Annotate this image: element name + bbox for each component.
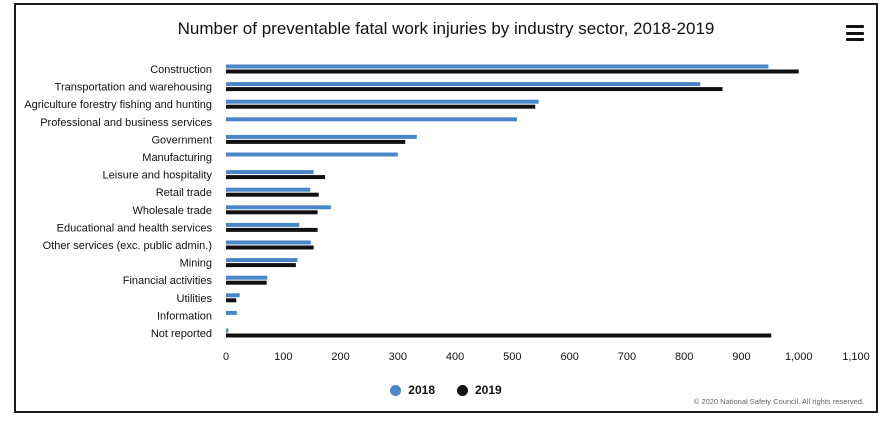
bar-2018-educational-and-health-services[interactable] xyxy=(226,222,300,227)
bar-2018-retail-trade[interactable] xyxy=(226,187,311,192)
x-tick-label-100: 100 xyxy=(274,351,292,363)
bar-2018-manufacturing[interactable] xyxy=(226,152,398,157)
bar-2018-mining[interactable] xyxy=(226,258,298,263)
bar-2019-leisure-and-hospitality[interactable] xyxy=(226,175,326,180)
x-tick-label-800: 800 xyxy=(675,351,693,363)
legend-item-2018[interactable]: 2018 xyxy=(390,383,435,397)
x-tick-label-500: 500 xyxy=(503,351,521,363)
bar-2018-information[interactable] xyxy=(226,310,237,315)
category-label-retail-trade: Retail trade xyxy=(156,187,212,199)
bar-2019-financial-activities[interactable] xyxy=(226,280,267,285)
x-tick-label-700: 700 xyxy=(618,351,636,363)
bar-2019-other-services-exc-public-admin[interactable] xyxy=(226,245,314,250)
credit-text: © 2020 National Safety Council. All righ… xyxy=(693,397,864,406)
x-tick-label-600: 600 xyxy=(560,351,578,363)
legend-label-2019: 2019 xyxy=(475,383,502,397)
legend: 2018 2019 xyxy=(16,383,876,397)
bar-2018-construction[interactable] xyxy=(226,64,769,69)
category-label-utilities: Utilities xyxy=(177,293,213,305)
bar-2019-mining[interactable] xyxy=(226,263,296,268)
bar-2018-government[interactable] xyxy=(226,134,417,139)
bar-2018-transportation-and-warehousing[interactable] xyxy=(226,82,701,87)
menu-line xyxy=(846,38,864,41)
category-label-government: Government xyxy=(151,134,212,146)
category-label-other-services-exc-public-admin: Other services (exc. public admin.) xyxy=(43,240,212,252)
category-label-agriculture-forestry-fishing-and-hunting: Agriculture forestry fishing and hunting xyxy=(24,99,212,111)
bar-2019-transportation-and-warehousing[interactable] xyxy=(226,87,723,92)
bar-2018-wholesale-trade[interactable] xyxy=(226,205,331,210)
bar-2019-retail-trade[interactable] xyxy=(226,192,319,197)
bar-2018-not-reported[interactable] xyxy=(226,328,229,333)
category-label-construction: Construction xyxy=(150,64,212,76)
category-label-professional-and-business-services: Professional and business services xyxy=(40,117,212,129)
legend-marker-2018 xyxy=(390,384,402,396)
bar-2018-agriculture-forestry-fishing-and-hunting[interactable] xyxy=(226,99,539,104)
chart-title: Number of preventable fatal work injurie… xyxy=(177,19,715,38)
bar-2019-government[interactable] xyxy=(226,139,406,144)
bar-2019-educational-and-health-services[interactable] xyxy=(226,227,318,232)
category-label-mining: Mining xyxy=(180,258,212,270)
bar-2019-wholesale-trade[interactable] xyxy=(226,210,318,215)
bar-2018-utilities[interactable] xyxy=(226,293,240,298)
bar-2018-financial-activities[interactable] xyxy=(226,275,268,280)
bar-2019-not-reported[interactable] xyxy=(226,333,772,338)
category-label-transportation-and-warehousing: Transportation and warehousing xyxy=(55,82,212,94)
bar-2019-agriculture-forestry-fishing-and-hunting[interactable] xyxy=(226,104,536,109)
x-tick-label-1100: 1,100 xyxy=(842,351,870,363)
bar-2018-leisure-and-hospitality[interactable] xyxy=(226,170,314,175)
category-label-educational-and-health-services: Educational and health services xyxy=(57,222,213,234)
x-tick-label-400: 400 xyxy=(446,351,464,363)
bar-2019-utilities[interactable] xyxy=(226,298,237,303)
x-tick-label-300: 300 xyxy=(389,351,407,363)
category-label-financial-activities: Financial activities xyxy=(123,275,213,287)
category-label-leisure-and-hospitality: Leisure and hospitality xyxy=(103,170,213,182)
menu-line xyxy=(846,25,864,28)
chart-frame: Number of preventable fatal work injurie… xyxy=(14,3,878,413)
bar-series xyxy=(226,64,799,338)
legend-label-2018: 2018 xyxy=(408,383,435,397)
category-labels: Construction Transportation and warehousi… xyxy=(24,64,212,340)
x-axis-ticks: 0 100 200 300 400 500 600 700 800 900 1,000 1,100 xyxy=(223,351,870,363)
bar-2018-other-services-exc-public-admin[interactable] xyxy=(226,240,311,245)
x-tick-label-0: 0 xyxy=(223,351,229,363)
category-label-not-reported: Not reported xyxy=(151,328,212,340)
x-tick-label-900: 900 xyxy=(732,351,750,363)
menu-line xyxy=(846,31,864,35)
x-tick-label-200: 200 xyxy=(331,351,349,363)
category-label-wholesale-trade: Wholesale trade xyxy=(133,205,213,217)
category-label-manufacturing: Manufacturing xyxy=(142,152,212,164)
bar-chart: Construction Transportation and warehousi… xyxy=(24,64,870,363)
hamburger-menu-icon[interactable] xyxy=(846,25,864,41)
legend-item-2019[interactable]: 2019 xyxy=(457,383,502,397)
bar-2019-construction[interactable] xyxy=(226,69,799,74)
bar-2018-professional-and-business-services[interactable] xyxy=(226,117,517,122)
x-tick-label-1000: 1,000 xyxy=(785,351,813,363)
legend-marker-2019 xyxy=(457,384,468,396)
category-label-information: Information xyxy=(157,310,212,322)
